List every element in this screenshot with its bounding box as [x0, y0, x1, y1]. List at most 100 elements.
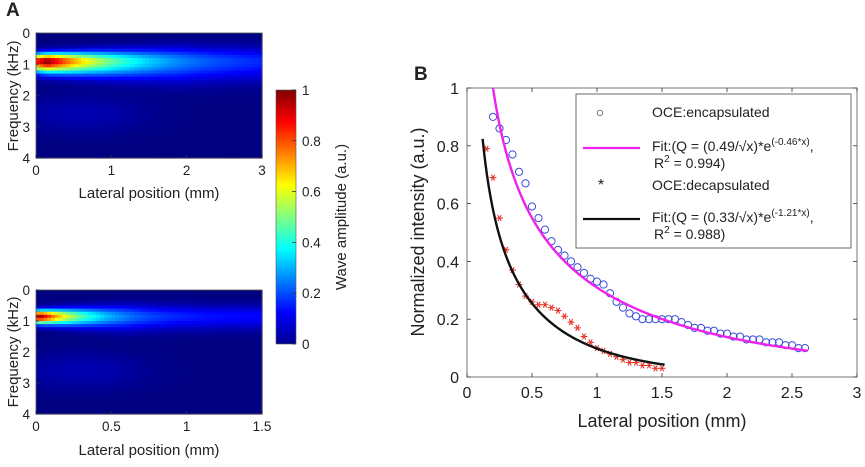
- heatmap-cell: [224, 104, 229, 109]
- heatmap-cell: [205, 311, 210, 316]
- heatmap-cell: [58, 48, 63, 53]
- heatmap-cell: [36, 133, 41, 137]
- heatmap-cell: [96, 111, 101, 115]
- heatmap-cell: [47, 336, 52, 341]
- heatmap-cell: [201, 383, 207, 387]
- heatmap-cell: [107, 108, 112, 112]
- heatmap-cell: [107, 142, 112, 147]
- data-point-encapsulated: [560, 251, 569, 260]
- heatmap-cell: [133, 345, 139, 350]
- heatmap-cell: [152, 95, 158, 100]
- heatmap-cell: [66, 305, 71, 310]
- heatmap-cell: [137, 64, 143, 68]
- heatmap-cell: [111, 101, 116, 106]
- heatmap-cell: [145, 311, 150, 316]
- heatmap-cell: [126, 86, 131, 90]
- heatmap-cell: [62, 373, 67, 378]
- heatmap-cell: [77, 373, 82, 378]
- heatmap-cell: [36, 293, 41, 297]
- heatmap-cell: [152, 407, 158, 412]
- heatmap-cell: [156, 54, 161, 59]
- heatmap-cell: [92, 36, 97, 40]
- heatmap-cell: [122, 324, 127, 328]
- heatmap-cell: [250, 305, 256, 310]
- heatmap-cell: [107, 389, 112, 393]
- heatmap-cell: [36, 64, 41, 68]
- heatmap-cell: [43, 83, 48, 87]
- heatmap-cell: [182, 39, 188, 43]
- heatmap-cell: [201, 123, 207, 128]
- heatmap-cell: [250, 64, 256, 68]
- heatmap-cell: [258, 342, 263, 347]
- heatmap-cell: [167, 61, 173, 65]
- heatmap-cell: [186, 136, 192, 140]
- heatmap-cell: [224, 142, 229, 147]
- heatmap-cell: [96, 290, 101, 294]
- heatmap-cell: [231, 89, 237, 93]
- heatmap-cell: [220, 58, 225, 62]
- heatmap-cell: [152, 79, 158, 84]
- heatmap-cell: [190, 370, 195, 375]
- heatmap-cell: [141, 145, 146, 150]
- heatmap-cell: [141, 392, 146, 396]
- heatmap-cell: [122, 70, 127, 75]
- heatmap-cell: [182, 376, 188, 381]
- heatmap-cell: [235, 120, 240, 125]
- heatmap-cell: [122, 395, 127, 400]
- heatmap-cell: [246, 410, 252, 415]
- heatmap-cell: [167, 339, 173, 344]
- heatmap-cell: [66, 73, 71, 78]
- heatmap-cell: [66, 148, 71, 153]
- heatmap-cell: [39, 151, 45, 156]
- heatmap-cell: [122, 123, 127, 128]
- heatmap-cell: [43, 370, 48, 375]
- heatmap-cell: [36, 148, 41, 153]
- heatmap-cell: [258, 398, 263, 403]
- heatmap-cell: [190, 383, 195, 387]
- heatmap-cell: [235, 48, 240, 53]
- heatmap-cell: [254, 355, 259, 359]
- heatmap-cell: [246, 54, 252, 59]
- heatmap-cell: [36, 117, 41, 122]
- colorbar-tick-label: 0.6: [302, 185, 321, 200]
- heatmap-cell: [43, 321, 48, 325]
- heatmap-cell: [51, 51, 56, 56]
- heatmap-cell: [84, 299, 90, 303]
- heatmap-cell: [107, 133, 112, 137]
- heatmap-cell: [66, 339, 71, 344]
- heatmap-cell: [186, 336, 192, 341]
- heatmap-cell: [171, 70, 176, 75]
- heatmap-cell: [126, 339, 131, 344]
- heatmap-cell: [228, 373, 233, 378]
- heatmap-cell: [205, 101, 210, 106]
- heatmap-cell: [164, 293, 169, 297]
- heatmap-cell: [69, 83, 75, 87]
- heatmap-cell: [103, 129, 109, 134]
- heatmap-cell: [167, 148, 173, 153]
- heatmap-cell: [231, 120, 237, 125]
- heatmap-cell: [73, 92, 79, 97]
- heatmap-cell: [213, 404, 218, 409]
- heatmap-cell: [69, 114, 75, 118]
- heatmap-cell: [137, 101, 143, 106]
- heatmap-cell: [182, 358, 188, 362]
- heatmap-cell: [126, 317, 131, 322]
- heatmap-cell: [115, 352, 120, 356]
- heatmap-cell: [137, 311, 143, 316]
- heatmap-cell: [84, 364, 90, 369]
- heatmap-cell: [115, 136, 120, 140]
- heatmap-cell: [190, 148, 195, 153]
- heatmap-cell: [156, 352, 161, 356]
- heatmap-cell: [213, 48, 218, 53]
- heatmap-cell: [100, 299, 105, 303]
- data-point-decapsulated: [541, 301, 549, 308]
- heatmap-cell: [84, 336, 90, 341]
- heatmap-cell: [190, 352, 195, 356]
- heatmap-cell: [171, 389, 176, 393]
- heatmap-cell: [156, 367, 161, 372]
- heatmap-cell: [224, 73, 229, 78]
- heatmap-cell: [69, 330, 75, 334]
- heatmap-cell: [254, 51, 259, 56]
- heatmap-cell: [235, 101, 240, 106]
- heatmap-cell: [152, 395, 158, 400]
